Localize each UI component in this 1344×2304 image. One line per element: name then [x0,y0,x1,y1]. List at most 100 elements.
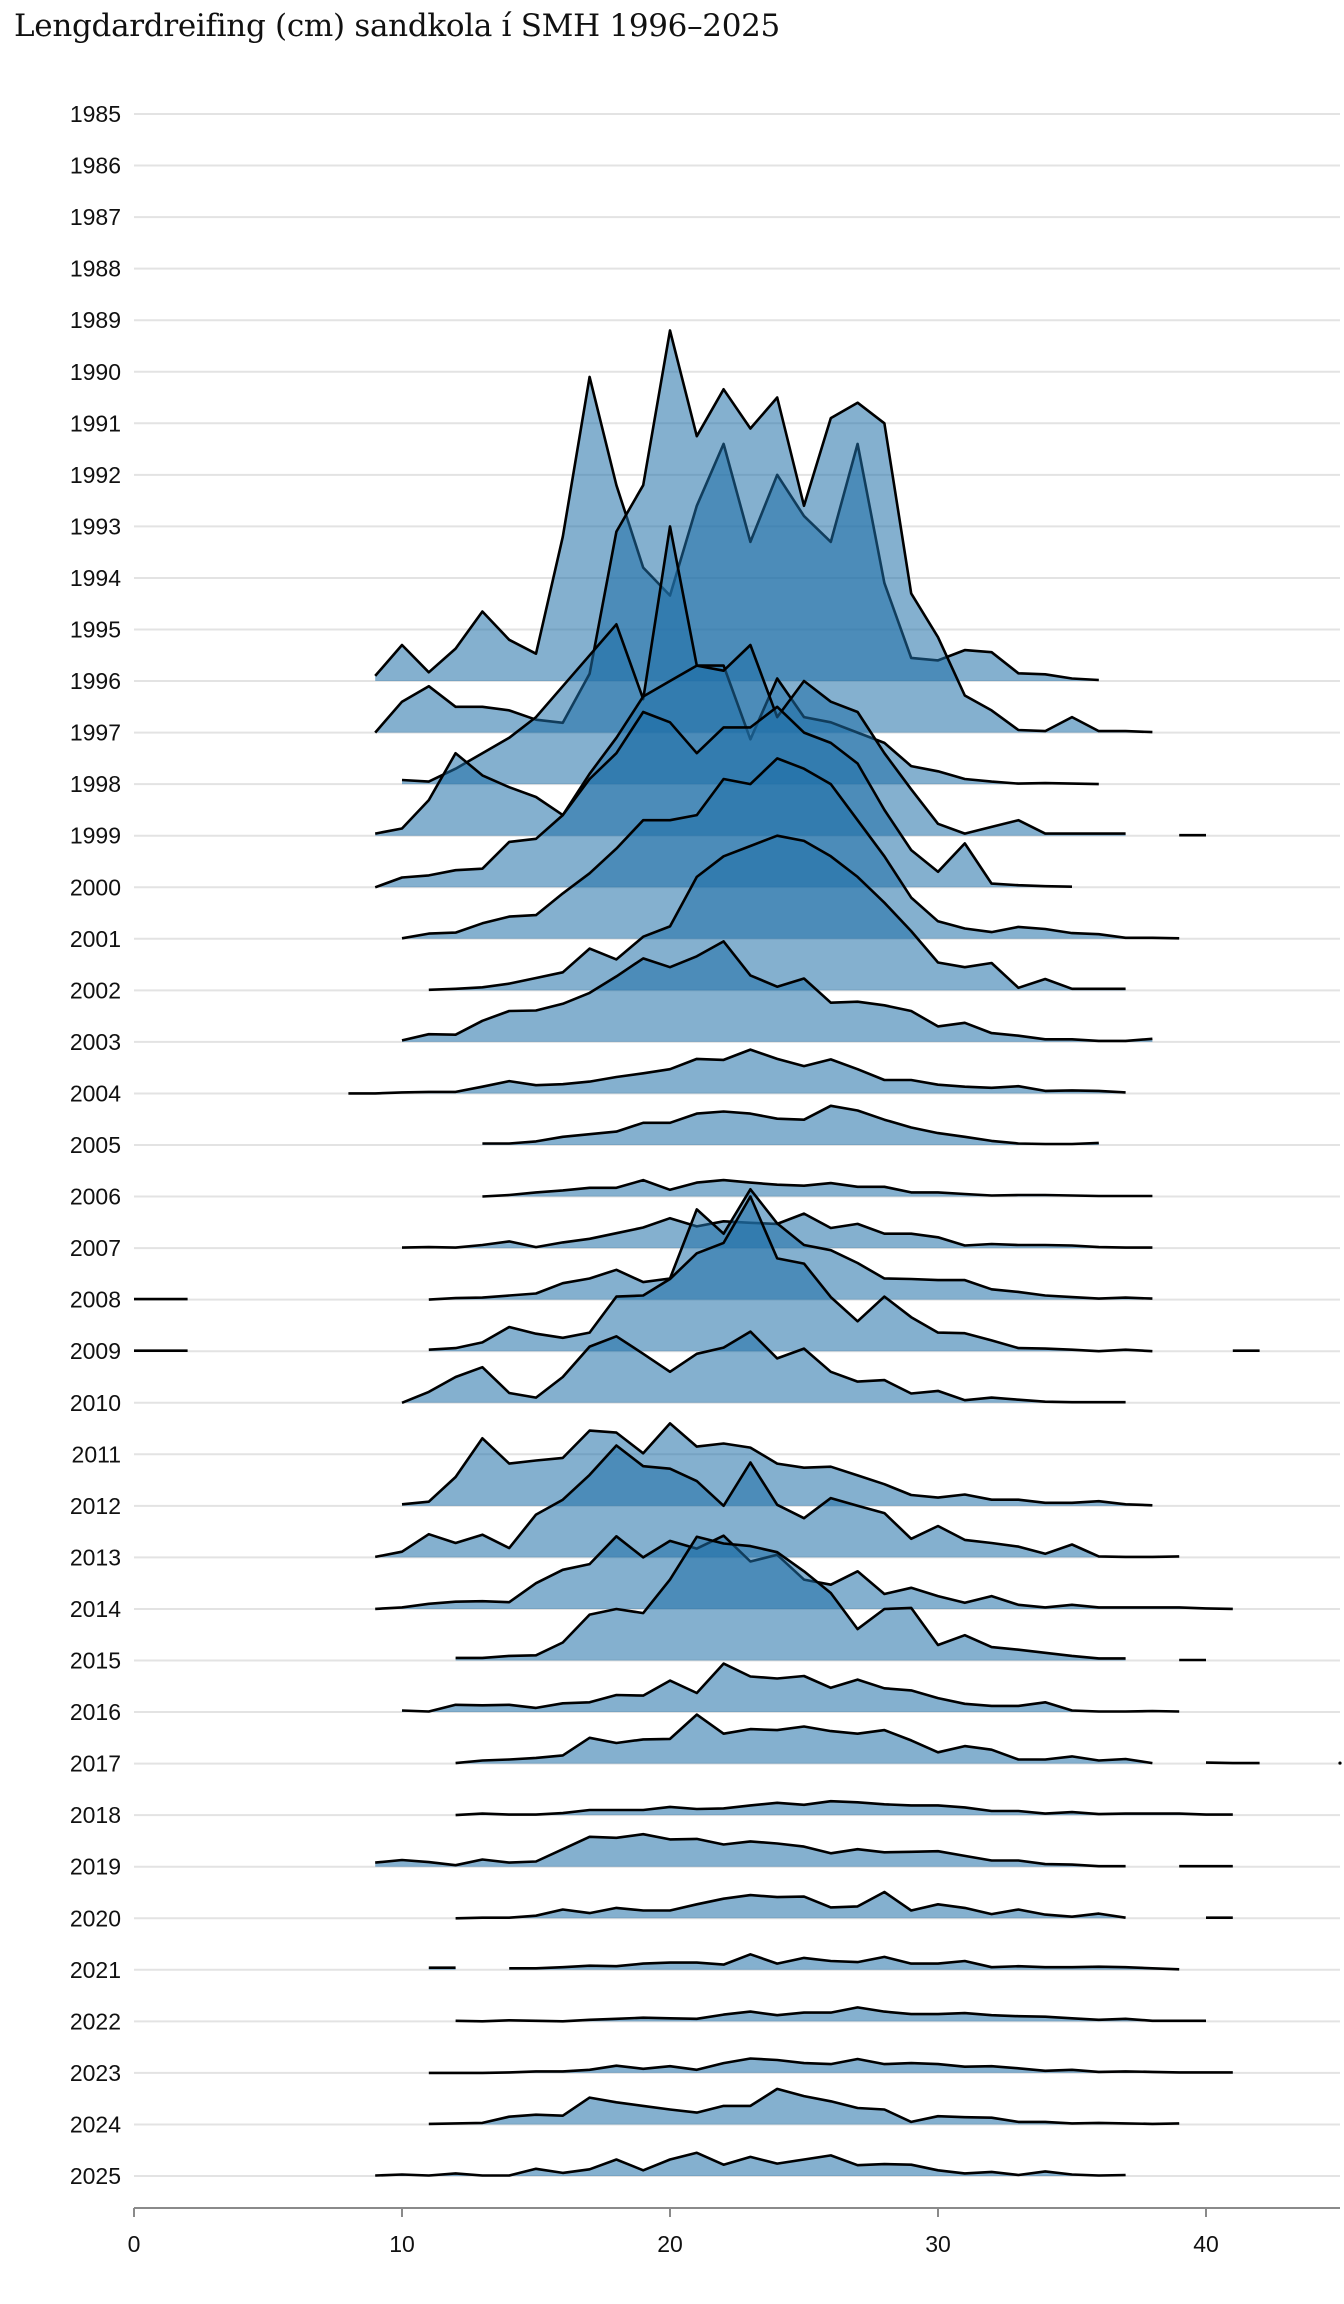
x-tick-label: 20 [657,2231,683,2257]
y-tick-label: 2002 [70,977,121,1003]
ridge-2025 [375,2151,1126,2177]
y-tick-label: 2012 [70,1493,121,1519]
ridge-point [1338,1761,1342,1765]
x-tick-label: 30 [925,2231,951,2257]
ridge-line [509,1953,1180,1971]
ridge-2008 [134,1188,1153,1301]
ridge-area [455,1892,1126,1919]
y-tick-label: 2019 [70,1854,121,1880]
y-tick-label: 2023 [70,2060,121,2086]
y-tick-label: 1986 [70,153,121,179]
ridge-area [375,330,1153,733]
ridge-area [482,1180,1153,1197]
ridge-line [1205,1761,1260,1765]
ridge-area [428,2088,1180,2125]
ridge-line [375,2151,1126,2177]
ridge-1997 [374,329,1153,734]
ridge-area [428,1196,1153,1352]
ridge-line [455,1535,1126,1660]
ridge-line [401,1330,1126,1405]
y-tick-label: 2010 [70,1390,121,1416]
ridge-line [374,1444,1180,1559]
y-tick-label: 2022 [70,2008,121,2034]
y-tick-label: 1992 [70,462,121,488]
y-tick-label: 2014 [70,1596,121,1622]
ridge-2006 [482,1178,1153,1198]
y-tick-label: 2024 [70,2111,121,2137]
y-tick-label: 2009 [70,1338,121,1364]
ridge-2016 [401,1662,1180,1713]
ridge-2019 [375,1832,1233,1868]
ridge-line [428,1188,1153,1301]
ridge-2017 [455,1713,1342,1765]
ridge-line [374,643,1126,835]
ridge-line [374,329,1153,734]
ridge-area [402,1663,1180,1713]
y-tick-label: 1996 [70,668,121,694]
y-tick-label: 2017 [70,1751,121,1777]
ridge-area [455,1714,1153,1764]
ridge-area [455,1801,1233,1816]
ridge-line [455,1799,1233,1817]
year-labels: 1985 1986 1987 1988 1989 1990 1991 1992 1993 1994… [70,101,121,2189]
y-tick-label: 2015 [70,1648,121,1674]
y-tick-label: 1991 [70,410,121,436]
y-tick-label: 1999 [70,823,121,849]
y-tick-label: 2011 [72,1441,121,1467]
y-tick-label: 2006 [70,1184,121,1210]
ridge-area [375,1834,1126,1867]
ridge-area [402,1331,1126,1403]
y-tick-label: 1990 [70,359,121,385]
y-tick-label: 1987 [70,204,121,230]
y-tick-label: 2016 [70,1699,121,1725]
x-tick-label: 0 [128,2231,141,2257]
ridge-line [482,1104,1099,1146]
ridge-line [428,2087,1180,2126]
y-tick-label: 2000 [70,874,121,900]
ridge-line [455,2006,1206,2023]
y-tick-label: 2004 [70,1080,121,1106]
ridge-line [482,1178,1153,1198]
ridge-line [401,1662,1180,1713]
ridge-area [375,1535,1233,1609]
ridge-2009 [134,1195,1260,1353]
ridge-line [401,940,1153,1043]
ridge-line [455,1890,1126,1920]
ridge-line [401,757,1180,940]
ridge-2021 [428,1953,1180,1971]
ridge-2012 [401,1422,1153,1507]
ridge-2013 [374,1444,1180,1559]
y-tick-label: 2013 [70,1544,121,1570]
y-tick-label: 2003 [70,1029,121,1055]
y-tick-label: 2021 [70,1957,121,1983]
ridge-line [375,1832,1126,1868]
y-tick-label: 2020 [70,1905,121,1931]
x-tick-label: 40 [1193,2231,1219,2257]
y-tick-label: 2005 [70,1132,121,1158]
ridge-2004 [348,1048,1126,1095]
chart-title: Lengdardreifing (cm) sandkola í SMH 1996… [14,8,780,44]
ridge-area [348,1049,1126,1094]
y-tick-label: 1994 [70,565,121,591]
ridge-line [428,2057,1233,2075]
y-tick-label: 2018 [70,1802,121,1828]
y-tick-label: 2001 [70,926,121,952]
ridge-2024 [428,2087,1180,2126]
ridge-2022 [455,2006,1207,2023]
ridge-line [428,1195,1153,1353]
ridge-2015 [455,1535,1206,1662]
ridge-line [401,1422,1153,1507]
ridge-area [375,1445,1180,1558]
ridge-2003 [401,940,1153,1043]
x-tick-label: 10 [389,2231,415,2257]
y-tick-label: 2008 [70,1287,121,1313]
y-tick-label: 1988 [70,256,121,282]
ridge-area [482,1105,1099,1145]
ridge-area [428,2058,1233,2073]
ridge-2020 [455,1890,1233,1920]
ridge-2023 [428,2057,1233,2075]
ridges [134,329,1342,2177]
ridge-2010 [401,1330,1126,1405]
ridge-area [402,941,1153,1042]
ridge-area [428,835,1126,991]
